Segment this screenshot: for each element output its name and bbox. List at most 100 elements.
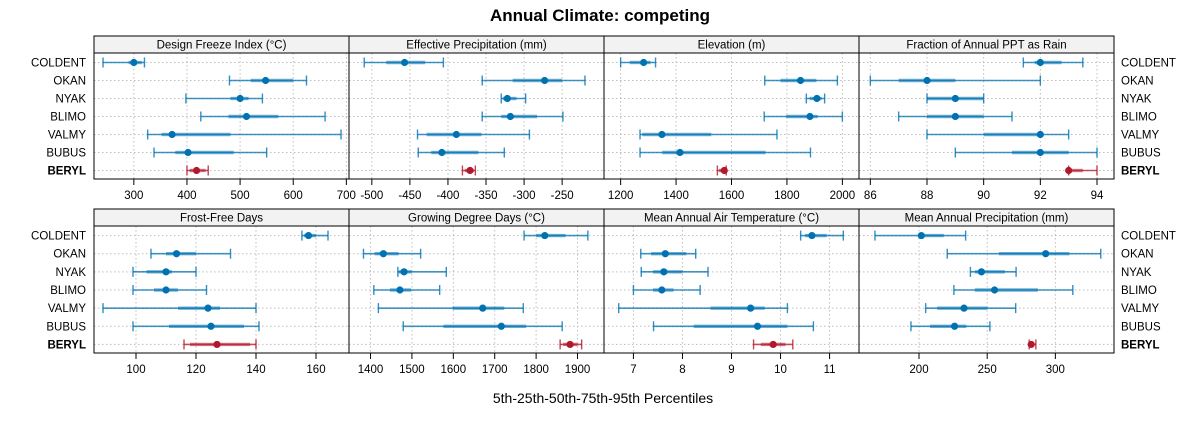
- category-label-left: VALMY: [48, 130, 86, 142]
- x-tick-label: -250: [551, 190, 574, 202]
- interval-valmy: [618, 303, 789, 314]
- interval-nyak: [926, 93, 985, 104]
- median-point: [917, 231, 925, 240]
- interval-valmy: [416, 129, 531, 140]
- x-tick-label: 1400: [663, 190, 689, 202]
- panel-title: Growing Degree Days (°C): [408, 213, 545, 225]
- median-point: [1036, 148, 1044, 157]
- interval-okan: [228, 75, 308, 86]
- x-tick-label: 120: [186, 364, 205, 376]
- panel-border: [858, 52, 1115, 180]
- median-point: [806, 112, 814, 121]
- x-tick-label: 90: [977, 190, 990, 202]
- median-point: [808, 231, 816, 240]
- panel-title: Design Freeze Index (°C): [157, 40, 287, 52]
- median-point: [503, 94, 511, 103]
- interval-blimo: [632, 285, 701, 295]
- x-tick-label: 160: [306, 364, 325, 376]
- interval-nyak: [397, 266, 447, 277]
- x-tick-label: 1600: [719, 190, 745, 202]
- median-point: [1036, 58, 1044, 67]
- median-point: [192, 166, 201, 175]
- interval-beryl: [183, 339, 257, 350]
- panel-title: Frost-Free Days: [180, 213, 263, 225]
- x-tick-label: 8: [679, 364, 685, 376]
- interval-okan: [362, 248, 422, 259]
- median-point: [236, 94, 244, 103]
- x-tick-label: 10: [774, 364, 787, 376]
- category-label-left: OKAN: [53, 249, 86, 261]
- x-tick-label: 1200: [608, 190, 634, 202]
- x-tick-label: 300: [124, 190, 143, 202]
- x-tick-label: 600: [284, 190, 303, 202]
- interval-okan: [150, 248, 232, 259]
- median-point: [658, 130, 666, 139]
- panel: Effective Precipitation (mm) -500 -450 -400…: [348, 35, 605, 202]
- category-label-right: BLIMO: [1121, 285, 1157, 297]
- category-label-left: BERYL: [47, 166, 86, 178]
- interval-okan: [481, 75, 586, 86]
- interval-valmy: [102, 303, 257, 314]
- interval-nyak: [132, 266, 197, 277]
- median-point: [479, 304, 487, 312]
- median-point: [1036, 130, 1044, 139]
- x-tick-label: 200: [909, 364, 928, 376]
- x-tick-label: 94: [1091, 190, 1104, 202]
- median-point: [977, 268, 986, 276]
- x-tick-label: 88: [921, 190, 934, 202]
- median-point: [660, 268, 668, 276]
- median-point: [951, 112, 959, 121]
- x-tick-label: -300: [513, 190, 536, 202]
- category-label-right: OKAN: [1121, 249, 1154, 261]
- category-label-right: VALMY: [1121, 303, 1159, 315]
- median-point: [720, 166, 728, 175]
- x-tick-label: 2000: [830, 190, 856, 202]
- interval-valmy: [926, 129, 1070, 140]
- median-point: [923, 76, 931, 85]
- interval-nyak: [185, 93, 264, 104]
- category-label-right: BLIMO: [1121, 112, 1157, 124]
- panel: Mean Annual Precipitation (mm) 200 250 300: [858, 208, 1115, 376]
- interval-coldent: [799, 230, 845, 241]
- interval-blimo: [481, 111, 564, 122]
- median-point: [960, 304, 968, 312]
- interval-coldent: [102, 57, 146, 68]
- category-label-right: COLDENT: [1121, 58, 1176, 70]
- interval-beryl: [716, 165, 728, 176]
- x-tick-label: 1800: [523, 364, 549, 376]
- x-tick-label: 500: [231, 190, 250, 202]
- category-label-right: BERYL: [1121, 166, 1160, 178]
- interval-nyak: [805, 93, 826, 104]
- panel-title: Elevation (m): [698, 40, 766, 52]
- category-label-left: BERYL: [47, 339, 86, 351]
- interval-okan: [869, 75, 1042, 86]
- x-tick-label: 1500: [399, 364, 425, 376]
- category-label-left: NYAK: [56, 267, 87, 279]
- x-tick-label: 1800: [774, 190, 800, 202]
- median-point: [452, 130, 460, 139]
- median-point: [1065, 166, 1073, 175]
- median-point: [796, 76, 805, 85]
- interval-blimo: [373, 285, 441, 295]
- median-point: [304, 231, 313, 240]
- x-tick-label: 1700: [482, 364, 508, 376]
- interval-coldent: [301, 230, 329, 241]
- interval-blimo: [132, 285, 208, 295]
- interval-coldent: [523, 230, 589, 241]
- x-tick-label: 92: [1034, 190, 1047, 202]
- interval-valmy: [924, 303, 1017, 314]
- interval-blimo: [897, 111, 1013, 122]
- panel-title: Fraction of Annual PPT as Rain: [906, 40, 1066, 52]
- interval-bubus: [954, 147, 1098, 158]
- median-point: [184, 148, 192, 157]
- median-point: [396, 286, 404, 294]
- median-point: [168, 130, 176, 139]
- x-tick-label: 1900: [565, 364, 591, 376]
- median-point: [172, 250, 181, 258]
- interval-valmy: [146, 129, 342, 140]
- x-tick-label: 140: [246, 364, 265, 376]
- x-tick-label: 100: [126, 364, 145, 376]
- panel: Frost-Free Days 100 120 140 160: [93, 208, 350, 376]
- interval-nyak: [500, 93, 527, 104]
